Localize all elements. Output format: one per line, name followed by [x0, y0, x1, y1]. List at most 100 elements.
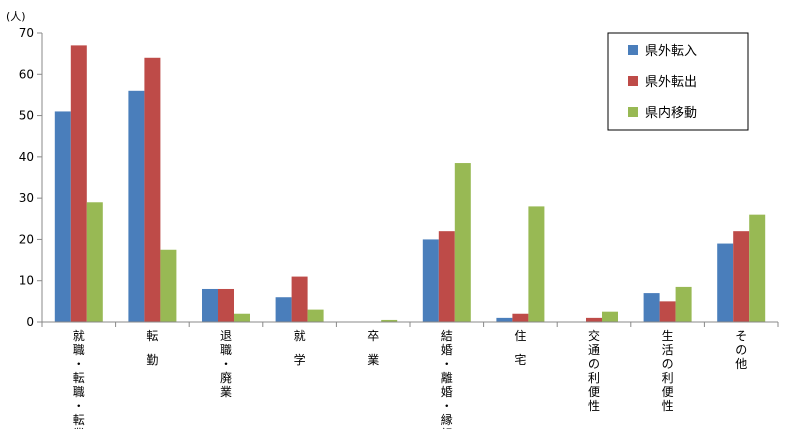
bar — [307, 309, 324, 322]
legend-swatch — [628, 45, 638, 55]
bar — [675, 286, 692, 322]
legend-swatch — [628, 107, 638, 117]
x-category-char: 婚 — [441, 385, 453, 399]
x-category-label: 退職・廃業 — [220, 329, 232, 399]
bar — [643, 293, 660, 322]
x-category-char: 転 — [73, 371, 85, 385]
x-category-char: 退 — [220, 329, 232, 343]
bar — [291, 276, 308, 322]
x-axis-category-labels: 就職・転職・転業転勤退職・廃業就学卒業結婚・離婚・縁組住宅交通の利便性生活の利便… — [73, 328, 747, 429]
x-category-char: 生 — [662, 329, 674, 343]
bar — [438, 231, 455, 322]
x-category-label: 就職・転職・転業 — [73, 329, 85, 429]
bar — [659, 301, 676, 322]
x-category-char: ・ — [441, 399, 453, 413]
x-category-char: 転 — [146, 329, 158, 343]
legend-label: 県外転出 — [645, 75, 697, 90]
x-category-char: 利 — [588, 371, 600, 385]
x-category-char: の — [588, 357, 600, 371]
bar — [512, 313, 529, 322]
bar — [422, 239, 439, 322]
x-category-char: 廃 — [220, 370, 232, 385]
x-category-char: 組 — [441, 427, 453, 429]
bar — [202, 288, 218, 322]
x-category-label: その他 — [735, 329, 747, 371]
x-category-char: 学 — [294, 352, 306, 367]
y-axis-ticks: 0 10 20 30 40 50 60 70 — [19, 26, 42, 329]
y-axis-unit-label: (人) — [6, 10, 26, 23]
x-category-label: 住宅 — [514, 329, 526, 367]
x-category-char: 縁 — [441, 412, 453, 427]
legend-label: 県内移動 — [645, 105, 697, 121]
x-category-char: 就 — [294, 329, 306, 343]
bar — [586, 317, 602, 322]
y-tick-label: 40 — [19, 150, 34, 164]
x-category-char: そ — [735, 329, 747, 343]
bars — [54, 45, 766, 323]
y-tick-label: 30 — [19, 191, 34, 205]
x-category-char: 就 — [73, 329, 85, 343]
bar — [275, 297, 292, 322]
x-category-char: ・ — [441, 357, 453, 371]
bar — [381, 319, 398, 322]
x-category-char: 業 — [367, 353, 379, 367]
y-tick-label: 0 — [26, 315, 34, 329]
x-category-label: 転勤 — [146, 329, 158, 367]
x-category-char: 性 — [588, 399, 600, 413]
x-category-char: 業 — [220, 385, 232, 399]
bar — [717, 243, 734, 322]
y-tick-label: 50 — [19, 109, 34, 123]
bar — [749, 214, 766, 322]
y-tick-label: 10 — [19, 274, 34, 288]
bar — [733, 231, 750, 322]
bar — [602, 311, 618, 322]
y-tick-label: 60 — [19, 67, 34, 81]
x-category-label: 卒業 — [367, 329, 379, 367]
x-category-label: 就学 — [294, 329, 306, 367]
x-category-char: 便 — [588, 385, 600, 399]
x-category-char: ・ — [73, 357, 85, 371]
x-category-char: 転 — [73, 413, 85, 427]
bar — [496, 317, 513, 322]
x-category-char: 勤 — [146, 353, 158, 367]
bar — [128, 90, 145, 322]
x-category-char: 離 — [441, 371, 453, 385]
x-category-char: ・ — [73, 399, 85, 413]
x-category-char: 他 — [735, 357, 747, 371]
x-category-char: 活 — [662, 343, 674, 357]
x-category-char: 職 — [220, 343, 232, 357]
x-category-char: 宅 — [514, 352, 526, 367]
x-category-char: 婚 — [441, 343, 453, 357]
x-category-char: 業 — [73, 427, 85, 429]
y-tick-label: 20 — [19, 232, 34, 246]
x-category-char: 卒 — [367, 329, 379, 343]
legend-swatch — [628, 76, 638, 86]
x-category-char: 利 — [662, 371, 674, 385]
x-category-char: 職 — [73, 343, 85, 357]
x-category-char: 通 — [588, 343, 600, 357]
bar — [70, 45, 87, 323]
x-category-char: 結 — [441, 329, 453, 343]
bar — [86, 202, 103, 322]
x-category-char: 住 — [514, 329, 526, 343]
bar — [54, 111, 71, 322]
x-category-char: の — [735, 343, 747, 357]
legend-label: 県外転入 — [645, 44, 697, 59]
bar — [218, 288, 234, 322]
x-category-char: の — [662, 357, 674, 371]
x-category-char: 職 — [73, 385, 85, 399]
bar — [160, 249, 177, 322]
bar — [234, 313, 250, 322]
bar — [528, 206, 545, 322]
x-category-label: 結婚・離婚・縁組 — [441, 329, 453, 429]
x-category-char: ・ — [220, 357, 232, 371]
y-tick-label: 70 — [19, 26, 34, 40]
bar — [454, 163, 471, 322]
bar — [144, 57, 161, 323]
x-category-char: 交 — [588, 328, 600, 343]
x-category-char: 性 — [662, 399, 674, 413]
x-category-char: 便 — [662, 385, 674, 399]
